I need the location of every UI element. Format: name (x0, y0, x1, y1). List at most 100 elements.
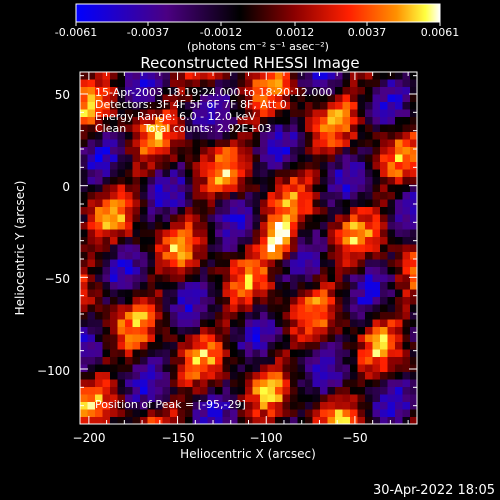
heatmap-cell (87, 252, 96, 260)
heatmap-cell (252, 72, 261, 80)
heatmap-cell (267, 109, 276, 118)
heatmap-cell (387, 327, 396, 335)
heatmap-cell (162, 274, 171, 283)
heatmap-cell (290, 259, 298, 268)
heatmap-cell (275, 124, 283, 133)
heatmap-cell (395, 79, 403, 88)
heatmap-cell (237, 274, 246, 283)
heatmap-cell (252, 327, 261, 335)
heatmap-cell (282, 334, 291, 343)
heatmap-cell (327, 289, 336, 298)
heatmap-cell (147, 252, 156, 260)
heatmap-cell (222, 169, 231, 178)
heatmap-cell (140, 87, 148, 95)
heatmap-cell (192, 192, 201, 200)
heatmap-cell (192, 124, 201, 133)
heatmap-cell (110, 334, 118, 343)
heatmap-cell (222, 162, 231, 170)
heatmap-cell (372, 364, 381, 373)
heatmap-cell (147, 289, 156, 298)
heatmap-cell (342, 297, 351, 305)
heatmap-cell (95, 154, 103, 163)
heatmap-cell (140, 372, 148, 380)
heatmap-cell (147, 342, 156, 350)
heatmap-cell (327, 169, 336, 178)
heatmap-cell (80, 222, 88, 230)
heatmap-cell (380, 72, 388, 80)
heatmap-cell (207, 349, 216, 358)
heatmap-cell (402, 102, 411, 110)
heatmap-cell (80, 214, 88, 223)
heatmap-cell (350, 387, 358, 395)
heatmap-cell (320, 319, 328, 328)
heatmap-cell (327, 282, 336, 290)
heatmap-cell (125, 207, 133, 215)
heatmap-cell (372, 192, 381, 200)
x-tick-label: −150 (162, 431, 195, 445)
heatmap-cell (335, 222, 343, 230)
heatmap-cell (95, 267, 103, 275)
heatmap-cell (267, 87, 276, 95)
heatmap-cell (177, 297, 186, 305)
heatmap-cell (110, 237, 118, 245)
heatmap-cell (380, 229, 388, 238)
heatmap-cell (290, 364, 298, 373)
heatmap-cell (177, 357, 186, 365)
heatmap-cell (177, 132, 186, 140)
heatmap-cell (102, 394, 111, 403)
heatmap-cell (117, 132, 126, 140)
heatmap-cell (87, 139, 96, 148)
heatmap-cell (350, 207, 358, 215)
heatmap-cell (387, 222, 396, 230)
heatmap-cell (365, 417, 373, 424)
footer-timestamp: 30-Apr-2022 18:05 (373, 483, 495, 498)
heatmap-cell (260, 274, 268, 283)
heatmap-cell (80, 319, 88, 328)
heatmap-cell (245, 304, 253, 313)
heatmap-cell (125, 319, 133, 328)
heatmap-cell (380, 327, 388, 335)
heatmap-cell (170, 199, 178, 208)
heatmap-cell (320, 394, 328, 403)
heatmap-cell (350, 409, 358, 418)
heatmap-cell (410, 274, 417, 283)
heatmap-cell (170, 387, 178, 395)
heatmap-cell (365, 147, 373, 155)
heatmap-cell (312, 327, 321, 335)
heatmap-cell (252, 417, 261, 424)
heatmap-cell (125, 184, 133, 193)
heatmap-cell (267, 334, 276, 343)
heatmap-cell (312, 312, 321, 320)
heatmap-cell (260, 162, 268, 170)
heatmap-cell (80, 229, 88, 238)
heatmap-cell (395, 177, 403, 185)
heatmap-cell (312, 364, 321, 373)
heatmap-cell (222, 237, 231, 245)
heatmap-cell (342, 147, 351, 155)
heatmap-cell (95, 379, 103, 388)
heatmap-cell (132, 372, 141, 380)
x-axis-label: Heliocentric X (arcsec) (180, 447, 316, 461)
heatmap-cell (395, 282, 403, 290)
heatmap-cell (342, 214, 351, 223)
heatmap-cell (252, 102, 261, 110)
heatmap-cell (230, 394, 238, 403)
heatmap-cell (320, 147, 328, 155)
heatmap-cell (80, 297, 88, 305)
heatmap-cell (252, 252, 261, 260)
heatmap-cell (350, 139, 358, 148)
heatmap-cell (282, 79, 291, 88)
heatmap-cell (275, 207, 283, 215)
heatmap-cell (132, 319, 141, 328)
heatmap-cell (350, 214, 358, 223)
heatmap-cell (312, 184, 321, 193)
heatmap-cell (275, 214, 283, 223)
heatmap-cell (200, 214, 208, 223)
heatmap-cell (125, 379, 133, 388)
heatmap-cell (357, 124, 366, 133)
heatmap-cell (162, 102, 171, 110)
heatmap-cell (132, 267, 141, 275)
heatmap-cell (140, 147, 148, 155)
heatmap-cell (95, 319, 103, 328)
heatmap-cell (365, 87, 373, 95)
